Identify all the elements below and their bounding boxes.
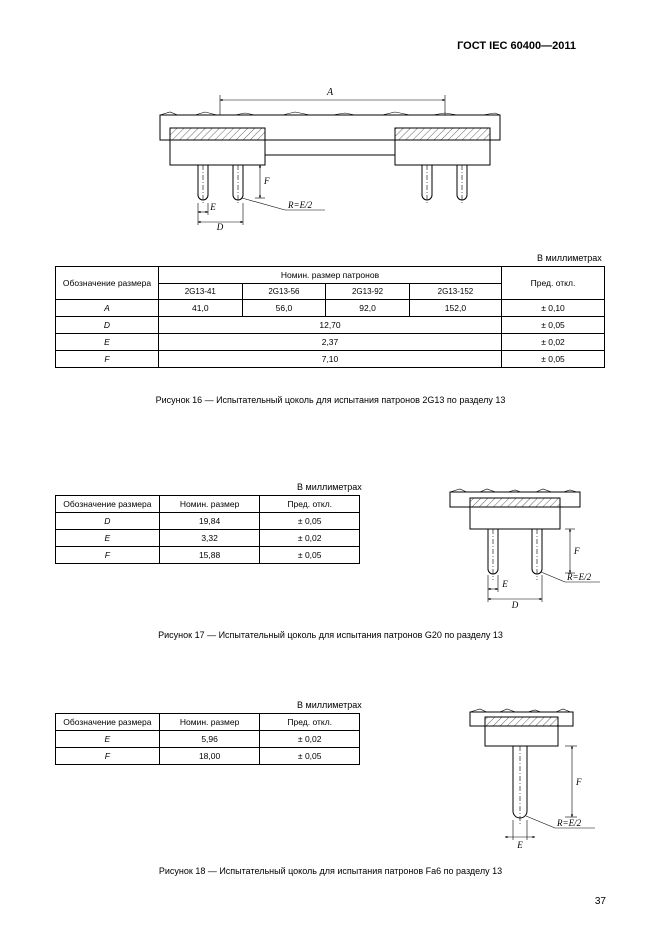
t18-r0-dim: E — [105, 734, 111, 744]
fig17-dim-E: E — [501, 579, 508, 589]
t16-r0-v3: 152,0 — [409, 300, 501, 317]
t17-r1-dim: E — [105, 533, 111, 543]
t16-r2-val: 2,37 — [159, 334, 502, 351]
t16-hdr-dim: Обозначение размера — [56, 267, 159, 300]
t16-r3-val: 7,10 — [159, 351, 502, 368]
t17-r0-tol: ± 0,05 — [260, 513, 360, 530]
fig16-table: Обозначение размера Номин. размер патрон… — [55, 266, 605, 368]
t17-hdr-tol: Пред. откл. — [260, 496, 360, 513]
t16-hdr-nom: Номин. размер патронов — [159, 267, 502, 284]
fig18-table: Обозначение размера Номин. размер Пред. … — [55, 713, 360, 765]
t18-r0-tol: ± 0,02 — [260, 731, 360, 748]
t17-r2-nom: 15,88 — [159, 547, 260, 564]
fig17-dim-D: D — [511, 600, 519, 610]
t16-r1-dim: D — [104, 320, 110, 330]
fig16-dim-F: F — [263, 176, 270, 186]
t16-r0-v2: 92,0 — [326, 300, 410, 317]
t16-r2-dim: E — [104, 337, 110, 347]
fig16-caption: Рисунок 16 — Испытательный цоколь для ис… — [0, 395, 661, 405]
t17-r1-tol: ± 0,02 — [260, 530, 360, 547]
t16-r0-v0: 41,0 — [159, 300, 243, 317]
t16-var-1: 2G13-56 — [242, 284, 326, 300]
t17-hdr-nom: Номин. размер — [159, 496, 260, 513]
t16-r2-tol: ± 0,02 — [502, 334, 605, 351]
fig18-dim-R: R=E/2 — [556, 818, 582, 828]
fig17-units: В миллиметрах — [297, 482, 362, 492]
t18-hdr-nom: Номин. размер — [159, 714, 260, 731]
fig18-dim-E: E — [516, 840, 523, 850]
page: ГОСТ IEC 60400—2011 — [0, 0, 661, 935]
t17-hdr-dim: Обозначение размера — [56, 496, 160, 513]
t16-r0-v1: 56,0 — [242, 300, 326, 317]
fig16-diagram: A D E F R=E/2 — [150, 70, 510, 230]
doc-header: ГОСТ IEC 60400—2011 — [457, 40, 576, 52]
fig18-dim-F: F — [575, 777, 582, 787]
t16-var-2: 2G13-92 — [326, 284, 410, 300]
t16-var-0: 2G13-41 — [159, 284, 243, 300]
t16-r3-dim: F — [104, 354, 109, 364]
t18-hdr-tol: Пред. откл. — [260, 714, 360, 731]
fig16-units: В миллиметрах — [537, 253, 602, 263]
t16-r1-tol: ± 0,05 — [502, 317, 605, 334]
t16-r3-tol: ± 0,05 — [502, 351, 605, 368]
fig17-table: Обозначение размера Номин. размер Пред. … — [55, 495, 360, 564]
t18-hdr-dim: Обозначение размера — [56, 714, 160, 731]
t18-r1-nom: 18,00 — [159, 748, 260, 765]
fig16-dim-E: E — [209, 202, 216, 212]
t16-r0-dim: A — [104, 303, 110, 313]
t17-r1-nom: 3,32 — [159, 530, 260, 547]
fig16-pins — [198, 165, 467, 205]
fig18-units: В миллиметрах — [297, 700, 362, 710]
t18-r1-dim: F — [105, 751, 110, 761]
fig18-caption: Рисунок 18 — Испытательный цоколь для ис… — [0, 866, 661, 876]
t18-r0-nom: 5,96 — [159, 731, 260, 748]
t17-r2-dim: F — [105, 550, 110, 560]
fig18-diagram: E F R=E/2 — [455, 700, 605, 860]
t18-r1-tol: ± 0,05 — [260, 748, 360, 765]
fig16-dim-A: A — [326, 87, 334, 98]
fig16-dim-D: D — [216, 222, 224, 230]
fig17-dim-F: F — [573, 546, 580, 556]
t16-r1-val: 12,70 — [159, 317, 502, 334]
t17-r0-dim: D — [104, 516, 110, 526]
fig17-dim-R: R=E/2 — [566, 572, 592, 582]
fig17-caption: Рисунок 17 — Испытательный цоколь для ис… — [0, 630, 661, 640]
t16-hdr-tol: Пред. откл. — [502, 267, 605, 300]
fig17-diagram: D E F R=E/2 — [435, 480, 605, 630]
t16-r0-tol: ± 0,10 — [502, 300, 605, 317]
fig16-dim-R: R=E/2 — [287, 200, 313, 210]
t17-r2-tol: ± 0,05 — [260, 547, 360, 564]
page-number: 37 — [595, 896, 606, 907]
t17-r0-nom: 19,84 — [159, 513, 260, 530]
t16-var-3: 2G13-152 — [409, 284, 501, 300]
